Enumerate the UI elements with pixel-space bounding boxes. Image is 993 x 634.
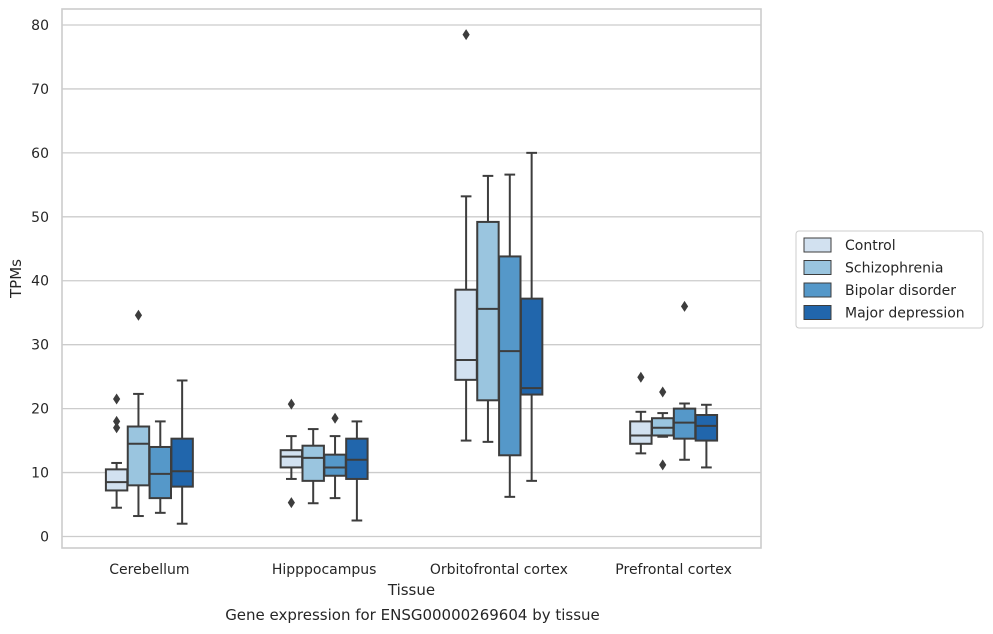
box-major-depression (345, 420, 369, 522)
box-major-depression (170, 379, 194, 525)
legend-swatch (803, 282, 832, 298)
y-tick-labels: 0 10 20 30 40 50 60 70 80 (31, 18, 49, 546)
x-tick-label: Hipppocampus (272, 562, 377, 578)
legend-swatch (803, 237, 832, 253)
legend-label: Control (845, 238, 896, 254)
box-iqr (148, 445, 173, 500)
box-iqr (454, 288, 478, 381)
outlier-point (113, 393, 121, 405)
x-tick-label: Cerebellum (109, 562, 189, 578)
outlier-point (113, 415, 121, 427)
y-tick-label: 40 (31, 274, 49, 290)
y-tick-label: 30 (31, 338, 49, 354)
box-bipolar-disorder (323, 412, 347, 500)
box-bipolar-disorder (148, 420, 173, 514)
box-iqr (323, 453, 347, 477)
y-axis-label: TPMs (7, 259, 25, 299)
box-control (629, 371, 653, 455)
box-layer (104, 29, 719, 525)
box-iqr (104, 468, 129, 492)
outlier-point (637, 371, 645, 383)
legend-swatch (803, 305, 832, 320)
outlier-point (659, 386, 667, 398)
box-schizophrenia (476, 174, 500, 443)
legend-label: Schizophrenia (845, 261, 943, 277)
legend-label: Major depression (845, 306, 965, 322)
box-schizophrenia (126, 309, 151, 518)
legend-frame (795, 230, 984, 329)
y-tick-label: 70 (31, 82, 49, 98)
box-major-depression (519, 151, 544, 482)
box-iqr (694, 414, 719, 442)
y-tick-label: 20 (31, 402, 49, 418)
box-iqr (301, 444, 325, 482)
outlier-point (287, 398, 295, 410)
legend-label: Bipolar disorder (845, 283, 956, 299)
x-axis-label: Tissue (387, 581, 435, 599)
box-iqr (629, 420, 653, 445)
box-bipolar-disorder (498, 173, 522, 498)
outlier-point (680, 300, 689, 312)
x-tick-labels: Cerebellum Hipppocampus Orbitofrontal cort… (109, 562, 732, 578)
y-tick-label: 60 (31, 146, 49, 162)
outlier-point (462, 29, 470, 41)
y-tick-label: 0 (40, 529, 49, 545)
y-tick-label: 10 (31, 466, 49, 482)
box-iqr (170, 437, 194, 488)
box-control (104, 393, 129, 509)
x-tick-label: Prefrontal cortex (615, 562, 732, 578)
outlier-point (287, 497, 295, 509)
y-tick-label: 80 (31, 18, 49, 34)
legend: Control Schizophrenia Bipolar disorder Majo… (795, 230, 984, 329)
box-control (279, 398, 304, 509)
x-tick-label: Orbitofrontal cortex (430, 562, 568, 578)
box-iqr (519, 297, 544, 396)
box-control (454, 29, 478, 442)
plot-frame (61, 8, 762, 549)
box-iqr (476, 220, 500, 402)
outlier-point (134, 309, 143, 321)
box-schizophrenia (650, 386, 675, 471)
y-tick-label: 50 (31, 210, 49, 226)
box-schizophrenia (301, 428, 325, 505)
box-iqr (279, 449, 304, 469)
legend-swatch (803, 260, 832, 275)
box-bipolar-disorder (672, 300, 697, 461)
box-major-depression (694, 403, 719, 469)
box-iqr (126, 425, 151, 487)
figure-caption: Gene expression for ENSG00000269604 by t… (225, 606, 600, 624)
outlier-point (659, 459, 667, 471)
box-iqr (498, 255, 522, 457)
outlier-point (331, 412, 339, 424)
outlier-point (113, 422, 121, 434)
